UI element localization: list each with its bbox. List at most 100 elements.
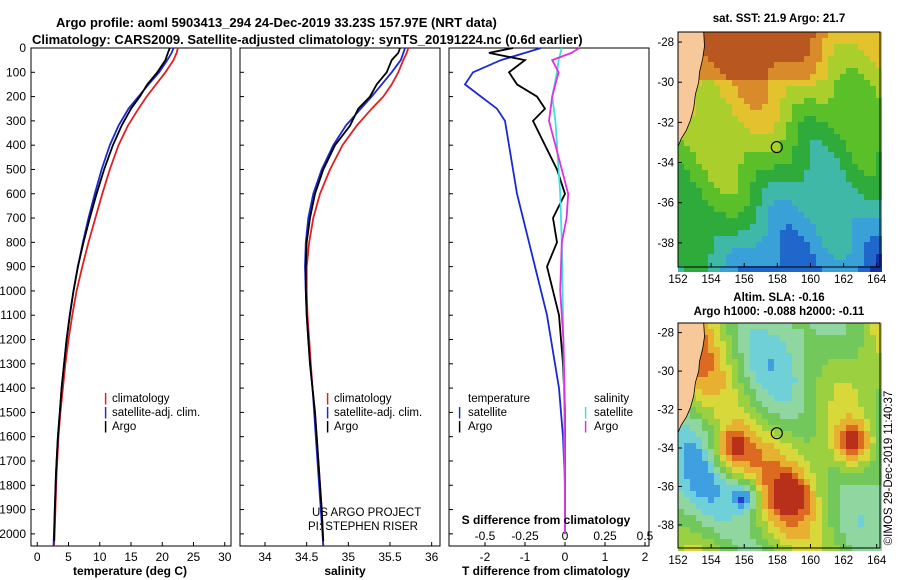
- map-cell: [756, 491, 762, 497]
- map-cell: [864, 389, 870, 395]
- map-cell: [738, 467, 744, 473]
- map-cell: [846, 353, 852, 359]
- map-cell: [690, 467, 696, 473]
- map-cell: [792, 104, 798, 110]
- map-cell: [846, 230, 852, 236]
- map-cell: [738, 56, 744, 62]
- map-cell: [870, 164, 876, 170]
- map-cell: [798, 323, 804, 329]
- map-cell: [786, 158, 792, 164]
- map-cell: [702, 38, 708, 44]
- series-line-satellite: [551, 47, 566, 534]
- map-cell: [732, 449, 738, 455]
- map-cell: [810, 431, 816, 437]
- map-cell: [810, 479, 816, 485]
- map-cell: [696, 128, 702, 134]
- map-cell: [792, 206, 798, 212]
- map-cell: [810, 491, 816, 497]
- map-cell: [774, 254, 780, 260]
- map-cell: [750, 98, 756, 104]
- map-cell: [708, 182, 714, 188]
- map-cell: [738, 323, 744, 329]
- map-cell: [744, 539, 750, 545]
- map-cell: [780, 365, 786, 371]
- map-cell: [762, 104, 768, 110]
- map-cell: [822, 248, 828, 254]
- map-cell: [828, 539, 834, 545]
- map-cell: [750, 140, 756, 146]
- map-cell: [834, 365, 840, 371]
- map-cell: [822, 479, 828, 485]
- map-cell: [696, 521, 702, 527]
- map-cell: [846, 449, 852, 455]
- map-cell: [852, 122, 858, 128]
- map-cell: [744, 383, 750, 389]
- map-cell: [846, 260, 852, 266]
- map-cell: [864, 497, 870, 503]
- map-cell: [858, 473, 864, 479]
- map-cell: [708, 425, 714, 431]
- lon-tick-label: 160: [801, 555, 820, 567]
- map-cell: [822, 134, 828, 140]
- map-cell: [774, 473, 780, 479]
- map-cell: [738, 158, 744, 164]
- map-cell: [756, 515, 762, 521]
- map-cell: [738, 254, 744, 260]
- map-cell: [864, 539, 870, 545]
- map-cell: [852, 479, 858, 485]
- map-cell: [786, 218, 792, 224]
- map-cell: [774, 140, 780, 146]
- map-cell: [744, 455, 750, 461]
- map-cell: [822, 401, 828, 407]
- map-cell: [756, 329, 762, 335]
- lon-tick-label: 154: [702, 274, 722, 286]
- map-cell: [774, 533, 780, 539]
- map-cell: [702, 437, 708, 443]
- map-cell: [762, 266, 768, 272]
- map-cell: [786, 182, 792, 188]
- map-cell: [810, 260, 816, 266]
- lon-tick-label: 164: [867, 274, 887, 286]
- map-cell: [804, 515, 810, 521]
- map-cell: [768, 467, 774, 473]
- map-cell: [696, 266, 702, 272]
- map-cell: [720, 50, 726, 56]
- map-cell: [798, 254, 804, 260]
- map-cell: [714, 383, 720, 389]
- map-cell: [810, 44, 816, 50]
- map-cell: [720, 395, 726, 401]
- map-cell: [870, 122, 876, 128]
- map-cell: [768, 62, 774, 68]
- map-cell: [822, 200, 828, 206]
- map-cell: [738, 92, 744, 98]
- map-cell: [870, 62, 876, 68]
- map-cell: [858, 359, 864, 365]
- map-cell: [720, 533, 726, 539]
- map-cell: [828, 521, 834, 527]
- map-cell: [798, 50, 804, 56]
- map-cell: [732, 266, 738, 272]
- map-cell: [822, 140, 828, 146]
- map-cell: [720, 104, 726, 110]
- map-cell: [798, 86, 804, 92]
- map-cell: [852, 128, 858, 134]
- map-cell: [738, 341, 744, 347]
- map-cell: [846, 32, 852, 38]
- map-cell: [708, 110, 714, 116]
- map-cell: [768, 473, 774, 479]
- map-cell: [750, 86, 756, 92]
- map-cell: [726, 38, 732, 44]
- map-cell: [726, 509, 732, 515]
- map-cell: [744, 32, 750, 38]
- map-cell: [714, 92, 720, 98]
- map-cell: [720, 437, 726, 443]
- map-cell: [804, 473, 810, 479]
- map-cell: [762, 158, 768, 164]
- map-cell: [792, 56, 798, 62]
- map-cell: [798, 62, 804, 68]
- map-cell: [792, 347, 798, 353]
- map-cell: [816, 437, 822, 443]
- map-cell: [864, 134, 870, 140]
- map-cell: [720, 425, 726, 431]
- map-cell: [858, 443, 864, 449]
